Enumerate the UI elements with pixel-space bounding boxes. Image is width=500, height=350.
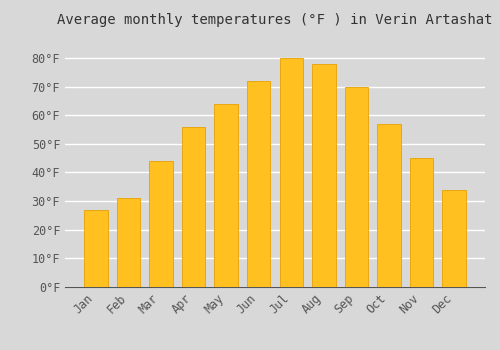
Bar	[84, 210, 108, 287]
Bar	[247, 81, 270, 287]
Bar	[378, 124, 401, 287]
Bar	[344, 86, 368, 287]
Bar	[280, 58, 303, 287]
Bar	[182, 127, 206, 287]
Bar	[116, 198, 140, 287]
Bar	[214, 104, 238, 287]
Bar	[312, 64, 336, 287]
Bar	[410, 158, 434, 287]
Bar	[442, 190, 466, 287]
Title: Average monthly temperatures (°F ) in Verin Artashat: Average monthly temperatures (°F ) in Ve…	[57, 13, 493, 27]
Bar	[149, 161, 172, 287]
